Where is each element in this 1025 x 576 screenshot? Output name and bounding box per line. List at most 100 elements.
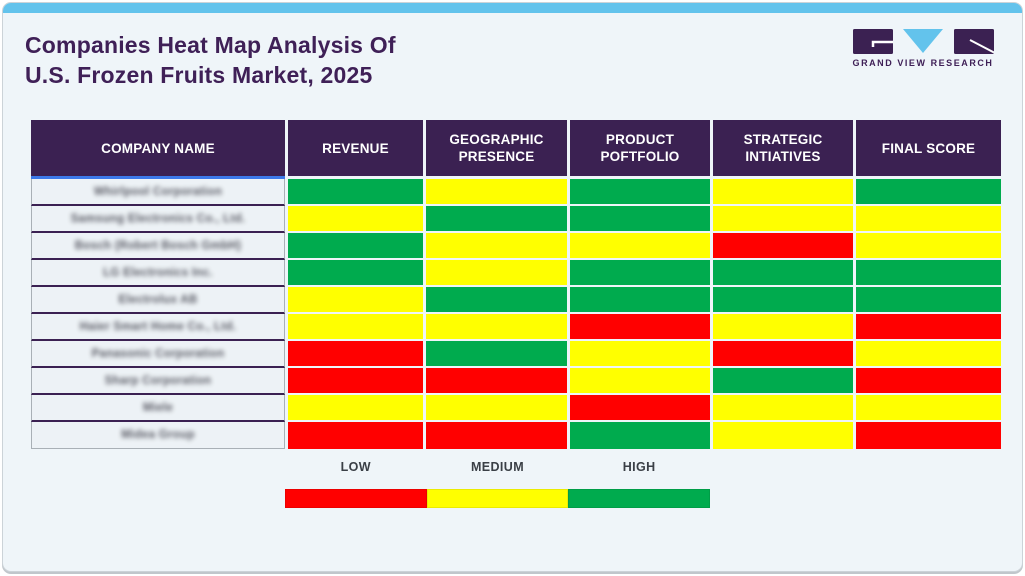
company-name-cell: Haier Smart Home Co., Ltd. xyxy=(31,314,285,341)
company-name-cell: Samsung Electronics Co., Ltd. xyxy=(31,206,285,233)
heatmap-cell-revenue-high xyxy=(288,179,423,204)
company-name-text: Samsung Electronics Co., Ltd. xyxy=(70,212,246,225)
company-name-cell: Sharp Corporation xyxy=(31,368,285,395)
heatmap-cell-geographic-presence-medium xyxy=(426,314,567,339)
heatmap-cell-final-score-medium xyxy=(856,395,1001,420)
table-row: Haier Smart Home Co., Ltd. xyxy=(31,314,1001,341)
table-row: Sharp Corporation xyxy=(31,368,1001,395)
heatmap-cell-strategic-intiatives-medium xyxy=(713,314,853,339)
heatmap-cell-product-poftfolio-high xyxy=(570,206,710,231)
heatmap-cell-final-score-high xyxy=(856,260,1001,285)
company-name-cell: LG Electronics Inc. xyxy=(31,260,285,287)
page-title: Companies Heat Map Analysis Of U.S. Froz… xyxy=(25,30,396,90)
table-row: Bosch (Robert Bosch GmbH) xyxy=(31,233,1001,260)
column-header-strategic-intiatives: STRATEGIC INTIATIVES xyxy=(713,120,853,176)
company-name-cell: Electrolux AB xyxy=(31,287,285,314)
table-header-row: COMPANY NAME REVENUE GEOGRAPHIC PRESENCE PR… xyxy=(31,120,1001,176)
table-row: Electrolux AB xyxy=(31,287,1001,314)
company-name-text: Panasonic Corporation xyxy=(91,347,225,360)
column-header-product-poftfolio: PRODUCT POFTFOLIO xyxy=(570,120,710,176)
heatmap-cell-final-score-medium xyxy=(856,341,1001,366)
heatmap-cell-strategic-intiatives-low xyxy=(713,341,853,366)
heatmap-cell-geographic-presence-medium xyxy=(426,260,567,285)
heatmap-cell-product-poftfolio-medium xyxy=(570,341,710,366)
heatmap-cell-product-poftfolio-low xyxy=(570,314,710,339)
heatmap-cell-geographic-presence-medium xyxy=(426,179,567,204)
table-row: Panasonic Corporation xyxy=(31,341,1001,368)
heatmap-cell-strategic-intiatives-high xyxy=(713,287,853,312)
company-name-text: LG Electronics Inc. xyxy=(103,266,213,279)
table-row: LG Electronics Inc. xyxy=(31,260,1001,287)
legend-bar xyxy=(285,489,711,508)
company-name-text: Whirlpool Corporation xyxy=(93,185,223,198)
heatmap-cell-revenue-high xyxy=(288,233,423,258)
heatmap-cell-final-score-high xyxy=(856,287,1001,312)
heatmap-cell-final-score-medium xyxy=(856,206,1001,231)
column-header-final-score: FINAL SCORE xyxy=(856,120,1001,176)
logo-v-icon xyxy=(902,29,943,53)
legend-segment-medium xyxy=(426,489,569,508)
heatmap-cell-final-score-low xyxy=(856,422,1001,449)
gvr-logo-text: GRAND VIEW RESEARCH xyxy=(852,58,994,68)
heatmap-cell-revenue-medium xyxy=(288,314,423,339)
heatmap-cell-geographic-presence-medium xyxy=(426,395,567,420)
legend-segment-high xyxy=(568,489,711,508)
heatmap-cell-strategic-intiatives-medium xyxy=(713,395,853,420)
heatmap-cell-strategic-intiatives-medium xyxy=(713,422,853,449)
heatmap-cell-geographic-presence-high xyxy=(426,287,567,312)
company-name-cell: Whirlpool Corporation xyxy=(31,179,285,206)
table-row: Samsung Electronics Co., Ltd. xyxy=(31,206,1001,233)
heatmap-cell-product-poftfolio-high xyxy=(570,422,710,449)
heatmap-cell-geographic-presence-high xyxy=(426,206,567,231)
column-header-company-name: COMPANY NAME xyxy=(31,120,285,176)
company-name-text: Sharp Corporation xyxy=(104,374,212,387)
heatmap-cell-final-score-low xyxy=(856,314,1001,339)
heatmap-cell-geographic-presence-low xyxy=(426,422,567,449)
heatmap-cell-product-poftfolio-high xyxy=(570,179,710,204)
company-name-cell: Midea Group xyxy=(31,422,285,449)
heatmap-cell-product-poftfolio-low xyxy=(570,395,710,420)
heatmap-cell-product-poftfolio-high xyxy=(570,260,710,285)
legend-segment-low xyxy=(285,489,427,508)
heatmap-cell-strategic-intiatives-medium xyxy=(713,179,853,204)
company-name-cell: Panasonic Corporation xyxy=(31,341,285,368)
heatmap-cell-revenue-low xyxy=(288,368,423,393)
column-header-revenue: REVENUE xyxy=(288,120,423,176)
table-row: Miele xyxy=(31,395,1001,422)
legend-labels: LOW MEDIUM HIGH xyxy=(285,460,710,474)
heatmap-cell-revenue-medium xyxy=(288,206,423,231)
heatmap-cell-product-poftfolio-high xyxy=(570,287,710,312)
heatmap-cell-revenue-high xyxy=(288,260,423,285)
heatmap-cell-geographic-presence-low xyxy=(426,368,567,393)
table-row: Whirlpool Corporation xyxy=(31,179,1001,206)
heatmap-cell-revenue-medium xyxy=(288,287,423,312)
company-name-text: Bosch (Robert Bosch GmbH) xyxy=(74,239,242,252)
company-name-text: Miele xyxy=(142,401,174,414)
table-body: Whirlpool Corporation Samsung Electronics… xyxy=(31,179,1001,449)
page-title-line1: Companies Heat Map Analysis Of xyxy=(25,32,396,58)
heatmap-cell-strategic-intiatives-high xyxy=(713,260,853,285)
company-name-cell: Miele xyxy=(31,395,285,422)
gvr-logo-icon xyxy=(852,29,994,54)
legend-label-low: LOW xyxy=(340,460,371,474)
company-name-text: Electrolux AB xyxy=(118,293,198,306)
column-header-geographic-presence: GEOGRAPHIC PRESENCE xyxy=(426,120,567,176)
company-name-cell: Bosch (Robert Bosch GmbH) xyxy=(31,233,285,260)
table-row: Midea Group xyxy=(31,422,1001,449)
heatmap-cell-product-poftfolio-medium xyxy=(570,368,710,393)
heatmap-cell-final-score-medium xyxy=(856,233,1001,258)
heatmap-cell-strategic-intiatives-low xyxy=(713,233,853,258)
heatmap-cell-revenue-medium xyxy=(288,395,423,420)
company-name-text: Midea Group xyxy=(121,429,195,441)
legend-label-high: HIGH xyxy=(622,460,656,474)
top-accent-bar xyxy=(3,3,1022,13)
heatmap-cell-strategic-intiatives-high xyxy=(713,368,853,393)
company-name-text: Haier Smart Home Co., Ltd. xyxy=(79,320,237,333)
heatmap-cell-revenue-low xyxy=(288,422,423,449)
gvr-logo: GRAND VIEW RESEARCH xyxy=(850,29,996,68)
heatmap-cell-final-score-low xyxy=(856,368,1001,393)
heatmap-cell-revenue-low xyxy=(288,341,423,366)
heatmap-cell-final-score-high xyxy=(856,179,1001,204)
heatmap-table: COMPANY NAME REVENUE GEOGRAPHIC PRESENCE PR… xyxy=(31,120,1001,449)
